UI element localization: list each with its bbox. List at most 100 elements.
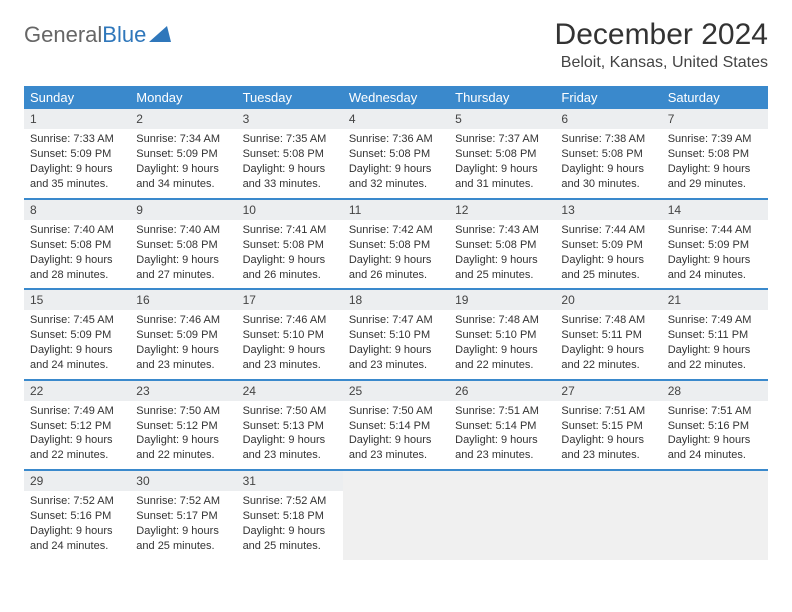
day-body: Sunrise: 7:40 AMSunset: 5:08 PMDaylight:…: [130, 220, 236, 288]
calendar-cell: [449, 470, 555, 560]
calendar-head: SundayMondayTuesdayWednesdayThursdayFrid…: [24, 86, 768, 109]
day-number: 21: [662, 290, 768, 310]
logo-triangle-icon: [149, 22, 171, 48]
day-body: Sunrise: 7:46 AMSunset: 5:09 PMDaylight:…: [130, 310, 236, 378]
calendar-cell: 25Sunrise: 7:50 AMSunset: 5:14 PMDayligh…: [343, 380, 449, 470]
day-body: Sunrise: 7:49 AMSunset: 5:11 PMDaylight:…: [662, 310, 768, 378]
day-number: 5: [449, 109, 555, 129]
day-body: Sunrise: 7:50 AMSunset: 5:13 PMDaylight:…: [237, 401, 343, 469]
day-body: Sunrise: 7:33 AMSunset: 5:09 PMDaylight:…: [24, 129, 130, 197]
day-number: 12: [449, 200, 555, 220]
day-number: 19: [449, 290, 555, 310]
day-body: Sunrise: 7:51 AMSunset: 5:15 PMDaylight:…: [555, 401, 661, 469]
day-number: 25: [343, 381, 449, 401]
day-number: 16: [130, 290, 236, 310]
day-body: Sunrise: 7:52 AMSunset: 5:18 PMDaylight:…: [237, 491, 343, 559]
day-body: Sunrise: 7:51 AMSunset: 5:14 PMDaylight:…: [449, 401, 555, 469]
day-number: 13: [555, 200, 661, 220]
day-number: 23: [130, 381, 236, 401]
day-number: 17: [237, 290, 343, 310]
logo-text-general: General: [24, 22, 102, 48]
day-number: 10: [237, 200, 343, 220]
calendar-cell: 18Sunrise: 7:47 AMSunset: 5:10 PMDayligh…: [343, 289, 449, 379]
day-body: Sunrise: 7:35 AMSunset: 5:08 PMDaylight:…: [237, 129, 343, 197]
day-body: Sunrise: 7:52 AMSunset: 5:17 PMDaylight:…: [130, 491, 236, 559]
logo-text-blue: Blue: [102, 22, 146, 48]
calendar-cell: 3Sunrise: 7:35 AMSunset: 5:08 PMDaylight…: [237, 109, 343, 199]
day-number: 11: [343, 200, 449, 220]
day-body: Sunrise: 7:36 AMSunset: 5:08 PMDaylight:…: [343, 129, 449, 197]
day-body: Sunrise: 7:37 AMSunset: 5:08 PMDaylight:…: [449, 129, 555, 197]
calendar-cell: 30Sunrise: 7:52 AMSunset: 5:17 PMDayligh…: [130, 470, 236, 560]
day-number: 2: [130, 109, 236, 129]
calendar-cell: 22Sunrise: 7:49 AMSunset: 5:12 PMDayligh…: [24, 380, 130, 470]
calendar-cell: 19Sunrise: 7:48 AMSunset: 5:10 PMDayligh…: [449, 289, 555, 379]
logo: GeneralBlue: [24, 18, 171, 48]
calendar-cell: [555, 470, 661, 560]
day-number: 6: [555, 109, 661, 129]
calendar-cell: 21Sunrise: 7:49 AMSunset: 5:11 PMDayligh…: [662, 289, 768, 379]
day-number: 18: [343, 290, 449, 310]
day-number: 15: [24, 290, 130, 310]
calendar-cell: 10Sunrise: 7:41 AMSunset: 5:08 PMDayligh…: [237, 199, 343, 289]
day-number: 27: [555, 381, 661, 401]
day-body: Sunrise: 7:48 AMSunset: 5:10 PMDaylight:…: [449, 310, 555, 378]
calendar-cell: 7Sunrise: 7:39 AMSunset: 5:08 PMDaylight…: [662, 109, 768, 199]
day-body: Sunrise: 7:51 AMSunset: 5:16 PMDaylight:…: [662, 401, 768, 469]
calendar-cell: 23Sunrise: 7:50 AMSunset: 5:12 PMDayligh…: [130, 380, 236, 470]
calendar-cell: 27Sunrise: 7:51 AMSunset: 5:15 PMDayligh…: [555, 380, 661, 470]
day-body: Sunrise: 7:42 AMSunset: 5:08 PMDaylight:…: [343, 220, 449, 288]
day-number: 14: [662, 200, 768, 220]
header: GeneralBlue December 2024 Beloit, Kansas…: [24, 18, 768, 72]
day-body: Sunrise: 7:46 AMSunset: 5:10 PMDaylight:…: [237, 310, 343, 378]
day-number: 22: [24, 381, 130, 401]
day-body: Sunrise: 7:50 AMSunset: 5:14 PMDaylight:…: [343, 401, 449, 469]
calendar-table: SundayMondayTuesdayWednesdayThursdayFrid…: [24, 86, 768, 560]
day-number: 29: [24, 471, 130, 491]
calendar-cell: 2Sunrise: 7:34 AMSunset: 5:09 PMDaylight…: [130, 109, 236, 199]
calendar-cell: 13Sunrise: 7:44 AMSunset: 5:09 PMDayligh…: [555, 199, 661, 289]
day-body: Sunrise: 7:47 AMSunset: 5:10 PMDaylight:…: [343, 310, 449, 378]
day-number: 8: [24, 200, 130, 220]
weekday-header: Thursday: [449, 86, 555, 109]
day-body: Sunrise: 7:40 AMSunset: 5:08 PMDaylight:…: [24, 220, 130, 288]
calendar-cell: 12Sunrise: 7:43 AMSunset: 5:08 PMDayligh…: [449, 199, 555, 289]
day-number: 26: [449, 381, 555, 401]
calendar-cell: 11Sunrise: 7:42 AMSunset: 5:08 PMDayligh…: [343, 199, 449, 289]
day-number: 3: [237, 109, 343, 129]
day-number: 20: [555, 290, 661, 310]
calendar-cell: 29Sunrise: 7:52 AMSunset: 5:16 PMDayligh…: [24, 470, 130, 560]
day-body: Sunrise: 7:52 AMSunset: 5:16 PMDaylight:…: [24, 491, 130, 559]
calendar-cell: 15Sunrise: 7:45 AMSunset: 5:09 PMDayligh…: [24, 289, 130, 379]
day-body: Sunrise: 7:45 AMSunset: 5:09 PMDaylight:…: [24, 310, 130, 378]
day-body: Sunrise: 7:39 AMSunset: 5:08 PMDaylight:…: [662, 129, 768, 197]
day-body: Sunrise: 7:50 AMSunset: 5:12 PMDaylight:…: [130, 401, 236, 469]
day-body: Sunrise: 7:49 AMSunset: 5:12 PMDaylight:…: [24, 401, 130, 469]
day-body: Sunrise: 7:44 AMSunset: 5:09 PMDaylight:…: [662, 220, 768, 288]
day-body: Sunrise: 7:38 AMSunset: 5:08 PMDaylight:…: [555, 129, 661, 197]
calendar-cell: 17Sunrise: 7:46 AMSunset: 5:10 PMDayligh…: [237, 289, 343, 379]
weekday-header: Friday: [555, 86, 661, 109]
weekday-header: Saturday: [662, 86, 768, 109]
calendar-cell: 31Sunrise: 7:52 AMSunset: 5:18 PMDayligh…: [237, 470, 343, 560]
day-number: 28: [662, 381, 768, 401]
calendar-cell: 1Sunrise: 7:33 AMSunset: 5:09 PMDaylight…: [24, 109, 130, 199]
day-number: 9: [130, 200, 236, 220]
calendar-cell: 16Sunrise: 7:46 AMSunset: 5:09 PMDayligh…: [130, 289, 236, 379]
calendar-cell: [343, 470, 449, 560]
calendar-cell: 4Sunrise: 7:36 AMSunset: 5:08 PMDaylight…: [343, 109, 449, 199]
calendar-cell: 28Sunrise: 7:51 AMSunset: 5:16 PMDayligh…: [662, 380, 768, 470]
weekday-header: Monday: [130, 86, 236, 109]
calendar-cell: 8Sunrise: 7:40 AMSunset: 5:08 PMDaylight…: [24, 199, 130, 289]
day-number: 1: [24, 109, 130, 129]
day-number: 7: [662, 109, 768, 129]
location-text: Beloit, Kansas, United States: [555, 54, 768, 72]
calendar-cell: 26Sunrise: 7:51 AMSunset: 5:14 PMDayligh…: [449, 380, 555, 470]
day-body: Sunrise: 7:43 AMSunset: 5:08 PMDaylight:…: [449, 220, 555, 288]
weekday-header: Sunday: [24, 86, 130, 109]
day-body: Sunrise: 7:34 AMSunset: 5:09 PMDaylight:…: [130, 129, 236, 197]
calendar-cell: 24Sunrise: 7:50 AMSunset: 5:13 PMDayligh…: [237, 380, 343, 470]
weekday-header: Tuesday: [237, 86, 343, 109]
day-body: Sunrise: 7:41 AMSunset: 5:08 PMDaylight:…: [237, 220, 343, 288]
weekday-header: Wednesday: [343, 86, 449, 109]
